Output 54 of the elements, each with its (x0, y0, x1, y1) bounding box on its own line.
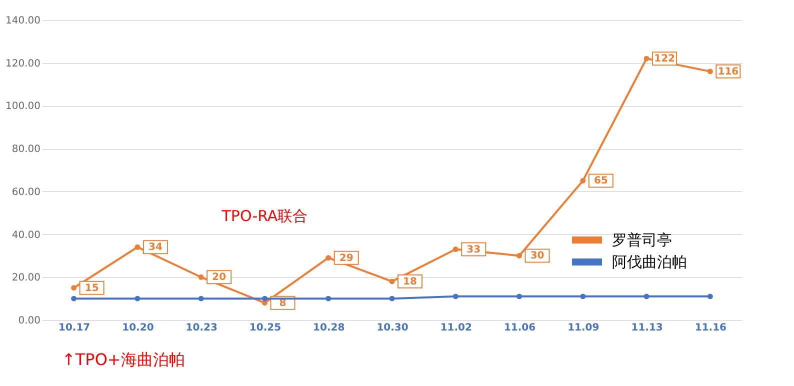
data-label: 116 (718, 66, 739, 78)
x-tick-label: 11.02 (440, 322, 472, 334)
point (644, 294, 650, 300)
x-tick-label: 10.25 (249, 322, 282, 334)
point (580, 178, 586, 184)
y-tick-label: 140.00 (6, 16, 40, 26)
data-label: 29 (339, 252, 354, 264)
point (389, 296, 395, 302)
x-tick-label: 11.16 (694, 322, 727, 334)
point (134, 244, 140, 250)
x-tick-label: 11.13 (631, 322, 663, 334)
point (707, 68, 713, 74)
y-tick-label: 0.00 (18, 316, 40, 326)
point (326, 296, 332, 302)
data-label: 34 (148, 242, 162, 254)
x-tick-label: 11.09 (568, 322, 600, 334)
x-tick-label: 10.23 (186, 322, 218, 334)
data-label: 122 (654, 54, 676, 65)
point (262, 296, 268, 302)
text: ↑TPO+海曲泊帕 (62, 350, 185, 369)
point (516, 294, 522, 300)
data-label: 20 (212, 272, 226, 284)
annotation: 罗普司亭 (612, 231, 672, 249)
point (580, 294, 586, 300)
point (198, 274, 204, 280)
point (198, 296, 204, 302)
y-tick-label: 60.00 (12, 186, 40, 198)
point (707, 294, 713, 300)
data-label: 33 (466, 244, 481, 256)
x-tick-label: 11.06 (504, 322, 536, 334)
point (644, 56, 650, 62)
y-tick-label: 40.00 (12, 230, 40, 241)
x-tick-label: 10.17 (58, 322, 90, 334)
point (452, 294, 458, 300)
point (326, 255, 332, 261)
annotation: 阿伐曲泊帕 (612, 253, 687, 271)
y-tick-label: 100.00 (6, 101, 40, 112)
y-tick-label: 80.00 (12, 144, 40, 156)
x-tick-label: 10.28 (313, 322, 345, 334)
data-label: 18 (403, 276, 417, 288)
point (71, 296, 77, 302)
point (389, 278, 395, 284)
point (452, 246, 458, 252)
x-tick-label: 10.30 (376, 322, 408, 334)
annotation: TPO-RA联合 (220, 207, 308, 225)
data-label: 30 (530, 250, 544, 262)
data-label: 15 (84, 282, 99, 294)
point (516, 252, 522, 258)
data-label: 65 (594, 176, 608, 187)
point (134, 296, 140, 302)
x-tick-label: 10.20 (122, 322, 154, 334)
point (71, 285, 77, 291)
y-tick-label: 20.00 (12, 272, 40, 284)
y-tick-label: 120.00 (6, 58, 40, 70)
